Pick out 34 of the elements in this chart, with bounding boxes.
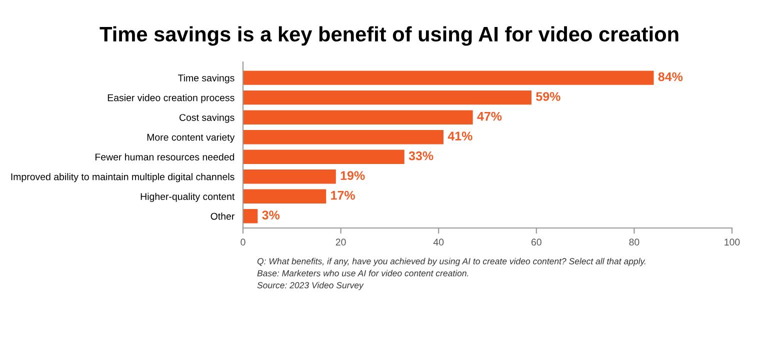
y-tick-label: Fewer human resources needed xyxy=(96,153,234,160)
y-tick-label: Time savings xyxy=(178,74,234,84)
y-tick-label: Easier video creation process xyxy=(108,94,234,104)
bar xyxy=(243,150,404,164)
bar xyxy=(243,110,473,124)
data-label: 33% xyxy=(408,151,434,160)
x-tick-label: 100 xyxy=(724,238,740,246)
y-tick-label: Other xyxy=(210,212,235,220)
x-tick-label: 60 xyxy=(531,238,542,246)
chart-title: Time savings is a key benefit of using AI for video creation xyxy=(100,26,678,46)
text: Q: What benefits, if any, have you achieved by using AI to create video content? Select all that apply. xyxy=(257,258,646,266)
bar xyxy=(243,170,336,184)
data-label: 19% xyxy=(340,171,365,180)
bar xyxy=(243,130,444,144)
x-tick-label: 0 xyxy=(240,238,246,246)
bar xyxy=(243,90,532,105)
y-tick-label: Cost savings xyxy=(180,114,234,123)
y-tick-label: Improved ability to maintain multiple digital channels xyxy=(11,173,234,182)
bar xyxy=(243,189,326,204)
x-tick-label: 40 xyxy=(433,238,444,246)
data-label: 59% xyxy=(536,92,560,101)
y-tick-label: Higher-quality content xyxy=(140,192,235,202)
data-label: 47% xyxy=(477,112,502,121)
data-label: 17% xyxy=(331,190,355,200)
text: Base: Marketers who use AI for video content creation. xyxy=(257,270,468,276)
bar xyxy=(243,209,258,224)
y-tick-label: More content variety xyxy=(147,134,235,143)
data-label: 41% xyxy=(448,132,472,140)
source-note: Source: 2023 Video Survey xyxy=(257,282,364,290)
bar xyxy=(243,70,654,85)
data-label: 3% xyxy=(262,210,280,220)
x-tick-label: 20 xyxy=(336,238,346,246)
x-tick-label: 80 xyxy=(629,238,640,246)
data-label: 84% xyxy=(658,72,683,82)
